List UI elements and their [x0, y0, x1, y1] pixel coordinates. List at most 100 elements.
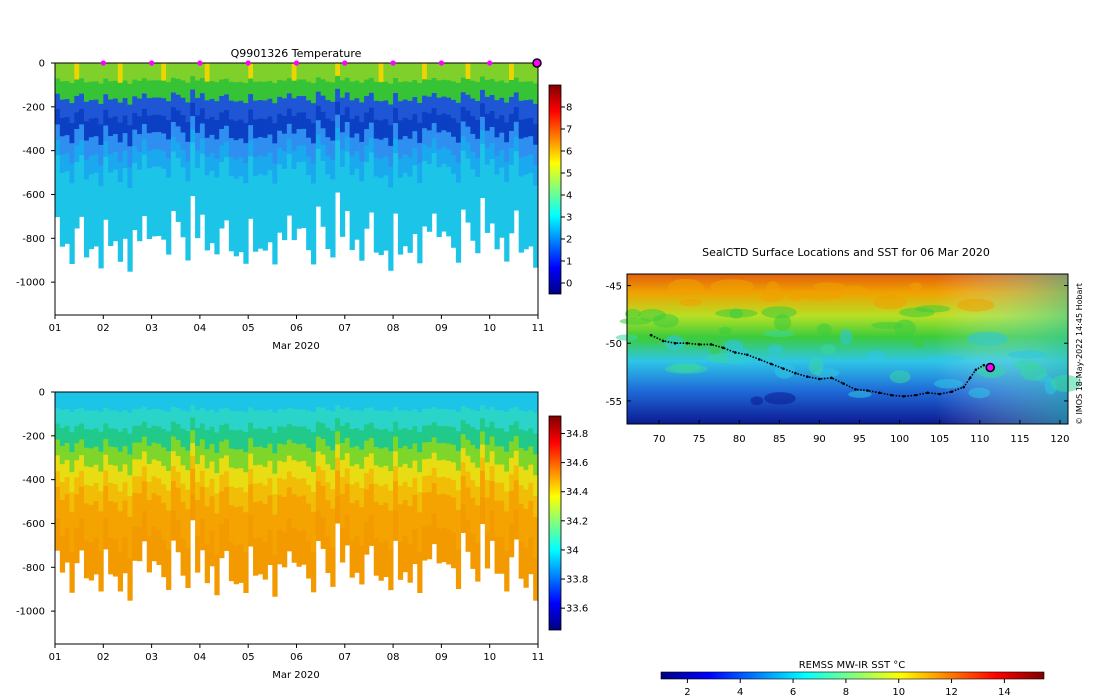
watermark-text: © IMOS 18-May-2022 14:45 Hobart	[1075, 283, 1084, 425]
salinity-cell	[335, 405, 341, 419]
salinity-cell	[533, 516, 539, 539]
temperature-cell	[267, 223, 273, 243]
salinity-cell	[228, 410, 235, 431]
salinity-cell	[359, 392, 365, 412]
temperature-cell	[383, 63, 389, 83]
temperature-cell	[166, 196, 172, 217]
salinity-cell	[378, 504, 384, 525]
salinity-cell	[325, 392, 331, 411]
temperature-cell	[190, 76, 196, 91]
salinity-cell	[286, 534, 293, 552]
temperature-cell	[170, 77, 177, 93]
temperature-cell	[310, 83, 317, 104]
salinity-cell	[528, 501, 534, 520]
temperature-cell	[364, 145, 370, 163]
temperature-cell	[301, 211, 307, 229]
temperature-cell	[306, 156, 312, 176]
salinity-cell	[98, 451, 104, 473]
temperature-cell	[103, 125, 109, 142]
sst-eddy	[813, 282, 846, 290]
temperature-cell	[475, 63, 481, 83]
salinity-cell	[195, 446, 201, 465]
salinity-cell	[354, 446, 360, 465]
salinity-cell	[224, 407, 230, 425]
salinity-cell	[407, 411, 413, 431]
salinity-cell	[436, 528, 442, 547]
salinity-cell	[451, 497, 457, 516]
temperature-y-tick-label: -200	[22, 102, 45, 113]
salinity-cell	[301, 478, 307, 496]
sst-eddy	[624, 308, 641, 319]
temperature-cell	[74, 195, 80, 212]
sst-map-x-tick-label: 115	[1010, 434, 1029, 445]
temperature-cell	[364, 162, 370, 180]
temperature-cell	[494, 137, 500, 157]
salinity-cell	[224, 392, 230, 409]
temperature-cell	[277, 113, 283, 132]
salinity-cell	[55, 518, 61, 535]
salinity-cell	[151, 408, 157, 427]
temperature-cell	[354, 221, 360, 240]
sst-map-x-tick-label: 105	[930, 434, 949, 445]
temperature-cell	[417, 202, 423, 224]
temperature-cell	[494, 63, 500, 83]
temperature-cell	[393, 183, 399, 199]
temperature-cell	[320, 144, 326, 162]
temperature-cell	[286, 199, 293, 216]
temperature-cell	[465, 190, 471, 207]
temperature-cell	[373, 176, 380, 196]
salinity-cell	[64, 511, 70, 529]
salinity-cell	[112, 465, 119, 485]
temperature-y-tick-label: -1000	[16, 278, 45, 289]
temperature-cell	[364, 96, 370, 114]
temperature-cell	[83, 198, 90, 219]
temperature-cell	[175, 158, 181, 175]
temperature-cell	[339, 149, 346, 168]
temperature-cell	[219, 178, 225, 196]
salinity-cell	[518, 429, 524, 449]
salinity-cell	[397, 392, 404, 412]
salinity-cell	[446, 443, 452, 462]
salinity-cell	[518, 541, 524, 561]
salinity-cell	[277, 495, 283, 513]
salinity-cell	[301, 547, 307, 565]
temperature-cell	[504, 63, 510, 84]
salinity-cell	[489, 406, 495, 423]
temperature-cell	[238, 195, 244, 215]
temperature-cell	[373, 63, 380, 83]
salinity-cell	[402, 517, 408, 537]
salinity-cell	[397, 429, 404, 449]
temperature-cell	[330, 101, 336, 122]
temperature-cell	[480, 89, 486, 104]
temperature-cell	[306, 119, 312, 139]
temperature-cell	[262, 194, 268, 214]
salinity-cell	[108, 446, 114, 466]
salinity-cell	[79, 423, 85, 440]
salinity-cell	[267, 443, 273, 462]
temperature-cell	[175, 205, 181, 222]
temperature-cell	[69, 183, 75, 204]
salinity-cell	[402, 409, 408, 429]
temperature-cell	[339, 201, 346, 220]
salinity-cell	[397, 448, 404, 468]
salinity-cell	[354, 464, 360, 483]
temperature-cell	[499, 184, 505, 203]
salinity-cell	[373, 501, 380, 521]
temperature-cell	[243, 203, 249, 224]
salinity-cell	[407, 544, 413, 564]
temperature-cell	[451, 99, 457, 119]
salinity-cell	[378, 467, 384, 487]
salinity-cell	[523, 567, 529, 588]
salinity-colorbar-tick-label: 33.8	[566, 575, 588, 586]
salinity-cell	[431, 407, 437, 423]
temperature-cell	[518, 138, 524, 159]
temperature-cell	[141, 124, 148, 140]
temperature-cell	[59, 99, 66, 119]
salinity-cell	[344, 529, 351, 546]
salinity-cell	[233, 449, 239, 470]
salinity-cell	[277, 443, 283, 462]
salinity-cell	[397, 410, 404, 430]
temperature-cell	[180, 184, 186, 203]
salinity-cell	[330, 450, 336, 471]
